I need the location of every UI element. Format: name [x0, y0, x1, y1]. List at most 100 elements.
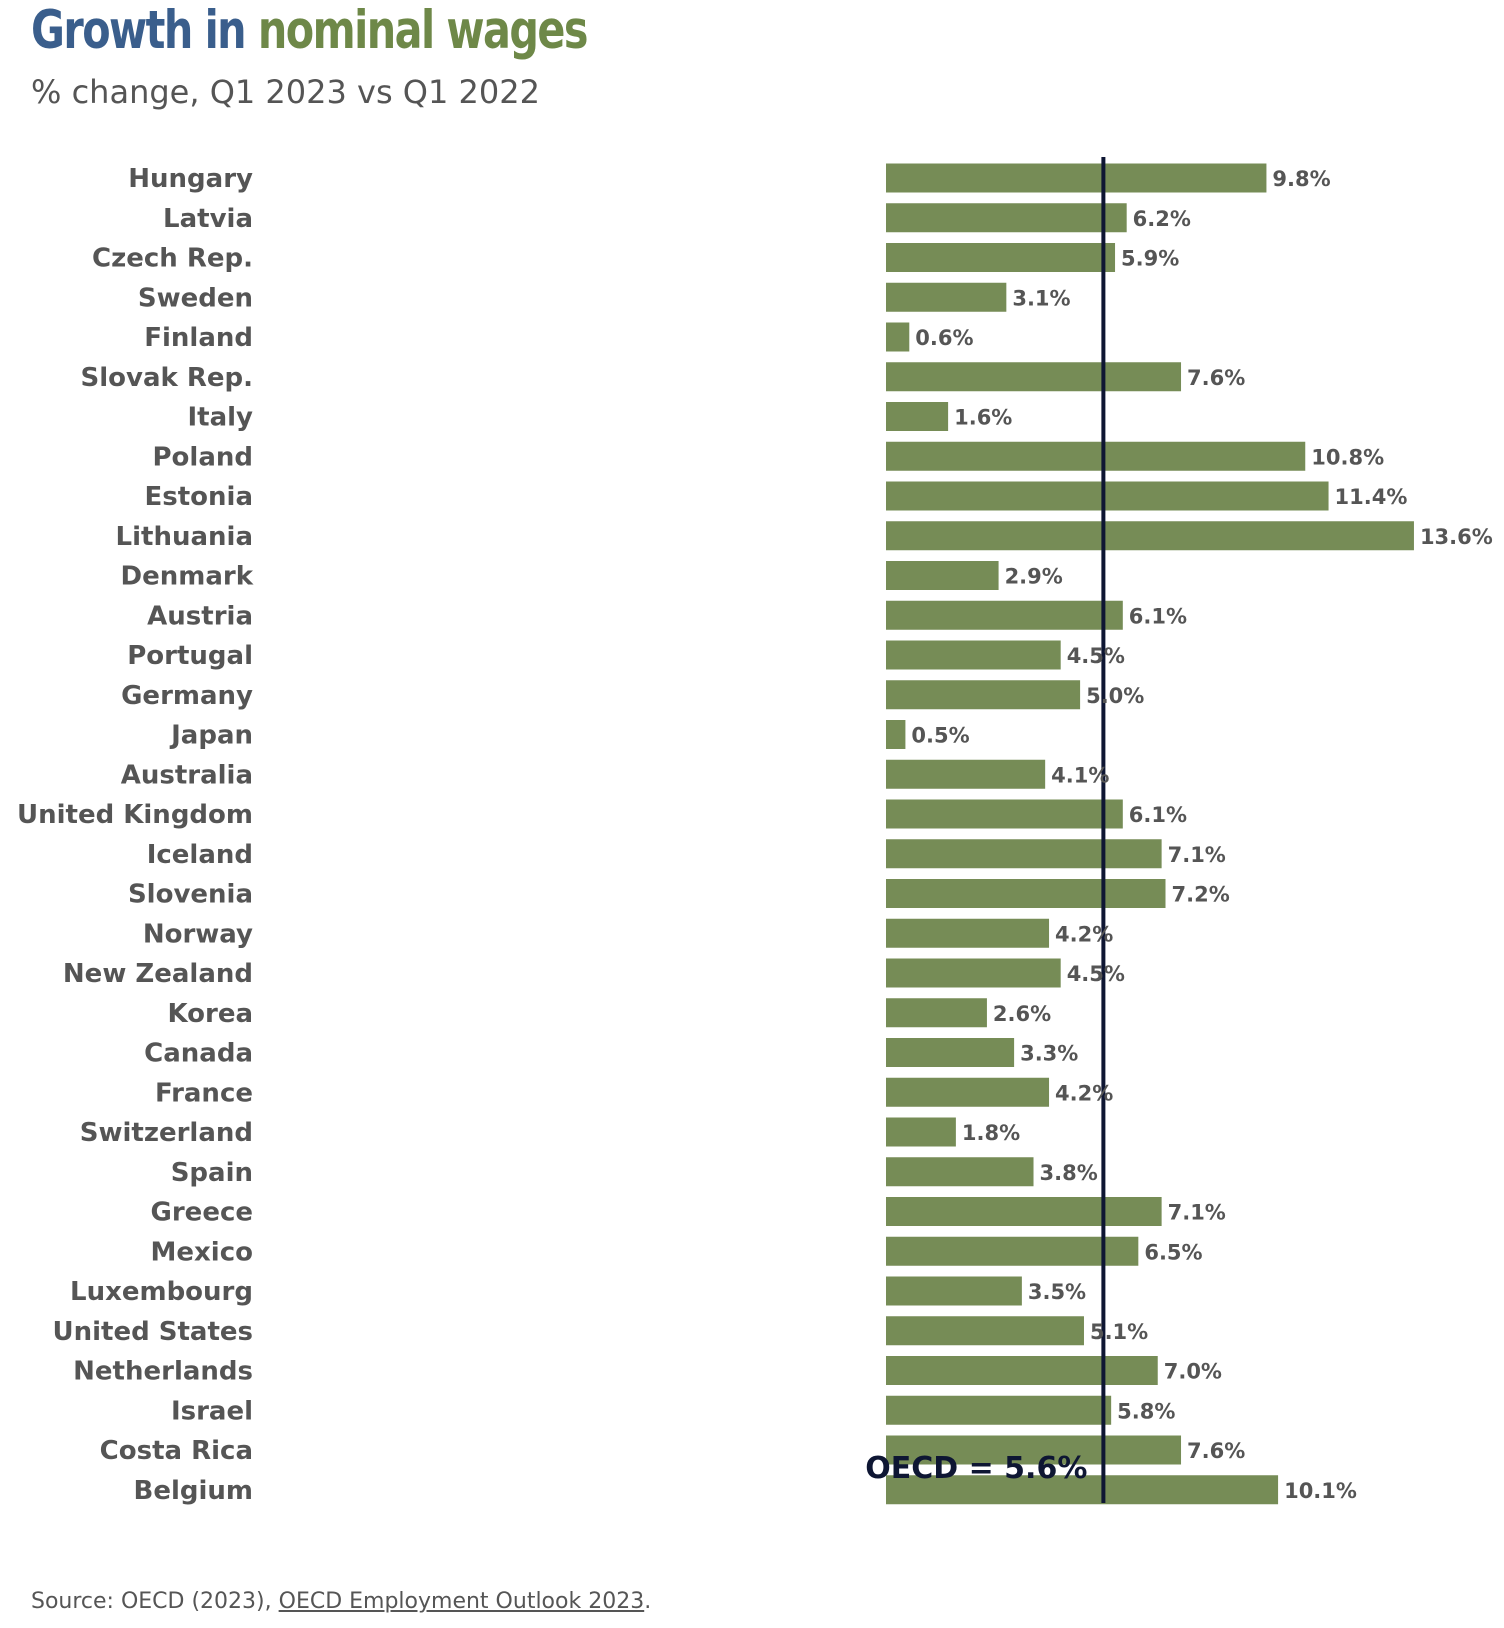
category-label: Latvia: [163, 204, 253, 234]
category-label: France: [155, 1078, 253, 1108]
category-label: Luxembourg: [70, 1277, 253, 1307]
category-label: Estonia: [145, 482, 254, 512]
value-label: 6.1%: [1129, 604, 1187, 628]
value-label: 3.8%: [1040, 1161, 1098, 1185]
value-label: 11.4%: [1335, 485, 1408, 509]
category-label: Poland: [153, 442, 254, 472]
value-label: 4.5%: [1067, 962, 1125, 986]
bar: [886, 1435, 1182, 1465]
value-label: 1.6%: [954, 406, 1012, 430]
value-label: 5.8%: [1117, 1399, 1175, 1423]
value-label: 3.1%: [1012, 286, 1070, 310]
value-label: 6.1%: [1129, 803, 1187, 827]
source-prefix: Source: OECD (2023),: [31, 1589, 279, 1614]
category-label: Slovak Rep.: [81, 363, 253, 393]
value-label: 3.3%: [1020, 1042, 1078, 1066]
bar: [886, 720, 906, 749]
value-label: 13.6%: [1420, 525, 1493, 549]
bar: [886, 918, 1050, 948]
oecd-average-label: OECD = 5.6%: [865, 1451, 1087, 1486]
bar: [886, 521, 1414, 551]
category-label: Belgium: [134, 1476, 254, 1506]
bars: [886, 163, 1414, 1505]
reference-layer: OECD = 5.6%: [865, 157, 1106, 1503]
value-label: 10.8%: [1311, 445, 1384, 469]
category-label: New Zealand: [63, 959, 253, 989]
category-label: Portugal: [127, 641, 253, 671]
bar: [886, 1157, 1034, 1187]
value-label: 7.2%: [1172, 883, 1230, 907]
chart-title: Growth in nominal wages: [31, 0, 589, 62]
category-label: Germany: [121, 681, 253, 711]
value-label: 2.6%: [993, 1002, 1051, 1026]
value-label: 0.6%: [915, 326, 973, 350]
bar: [886, 481, 1329, 511]
category-label: Hungary: [128, 164, 253, 194]
value-label: 3.5%: [1028, 1280, 1086, 1304]
source-suffix: .: [644, 1589, 652, 1614]
category-label: Norway: [143, 919, 253, 949]
bar: [886, 1077, 1050, 1107]
category-label: Italy: [187, 403, 253, 433]
bar: [886, 839, 1162, 869]
category-label: Australia: [121, 760, 253, 790]
chart-subtitle: % change, Q1 2023 vs Q1 2022: [31, 73, 540, 111]
value-label: 4.5%: [1067, 644, 1125, 668]
category-label: Spain: [171, 1158, 253, 1188]
value-label: 0.5%: [911, 724, 969, 748]
category-label: Lithuania: [116, 522, 253, 552]
bar: [886, 1236, 1139, 1266]
bar: [886, 680, 1081, 710]
value-label: 4.1%: [1051, 763, 1109, 787]
bar: [886, 1117, 956, 1147]
bar: [886, 402, 949, 431]
category-label: Denmark: [121, 562, 254, 592]
category-label: Canada: [144, 1039, 253, 1069]
bar: [886, 322, 910, 352]
category-label: Sweden: [138, 283, 253, 313]
category-label: United States: [53, 1317, 254, 1347]
source-note: Source: OECD (2023), OECD Employment Out…: [31, 1587, 651, 1617]
value-label: 7.1%: [1168, 1201, 1226, 1225]
value-label: 9.8%: [1272, 167, 1330, 191]
category-label: Slovenia: [128, 880, 253, 910]
value-label: 1.8%: [962, 1121, 1020, 1145]
bar: [886, 441, 1306, 471]
category-label: Czech Rep.: [92, 244, 253, 274]
category-labels: Hungary Latvia Czech Rep. Sweden Finland Slov…: [17, 164, 254, 1506]
value-label: 6.2%: [1133, 207, 1191, 231]
category-label: Costa Rica: [100, 1436, 253, 1466]
bar: [886, 640, 1061, 670]
bar: [886, 163, 1267, 193]
category-label: Iceland: [147, 840, 253, 870]
value-label: 5.1%: [1090, 1320, 1148, 1344]
source-link[interactable]: OECD Employment Outlook 2023: [278, 1589, 645, 1614]
category-label: Mexico: [151, 1237, 253, 1267]
bar: [886, 1038, 1015, 1067]
category-label: Switzerland: [80, 1118, 253, 1148]
chart-title-part2: nominal wages: [257, 0, 589, 61]
value-label: 4.2%: [1055, 922, 1113, 946]
bar: [886, 561, 999, 590]
value-label: 10.1%: [1284, 1479, 1357, 1503]
value-label: 7.0%: [1164, 1360, 1222, 1384]
bar: [886, 759, 1046, 789]
bar: [886, 1276, 1022, 1306]
value-label: 7.1%: [1168, 843, 1226, 867]
bar: [886, 203, 1127, 233]
bar: [886, 998, 987, 1028]
category-label: Netherlands: [73, 1357, 253, 1387]
value-label: 7.6%: [1187, 1439, 1245, 1463]
bar: [886, 600, 1123, 630]
bar: [886, 1316, 1084, 1346]
bar: [886, 879, 1166, 908]
value-label: 5.9%: [1121, 247, 1179, 271]
bar: [886, 362, 1182, 392]
bar: [886, 1475, 1279, 1505]
category-label: Finland: [144, 323, 253, 353]
value-labels: 9.8% 6.2% 5.9% 3.1% 0.6% 7.6% 1.6% 10.8% 11.4% 13…: [911, 167, 1492, 1503]
bar: [886, 1197, 1162, 1226]
bar: [886, 243, 1116, 272]
value-label: 4.2%: [1055, 1081, 1113, 1105]
category-label: Israel: [171, 1396, 253, 1426]
